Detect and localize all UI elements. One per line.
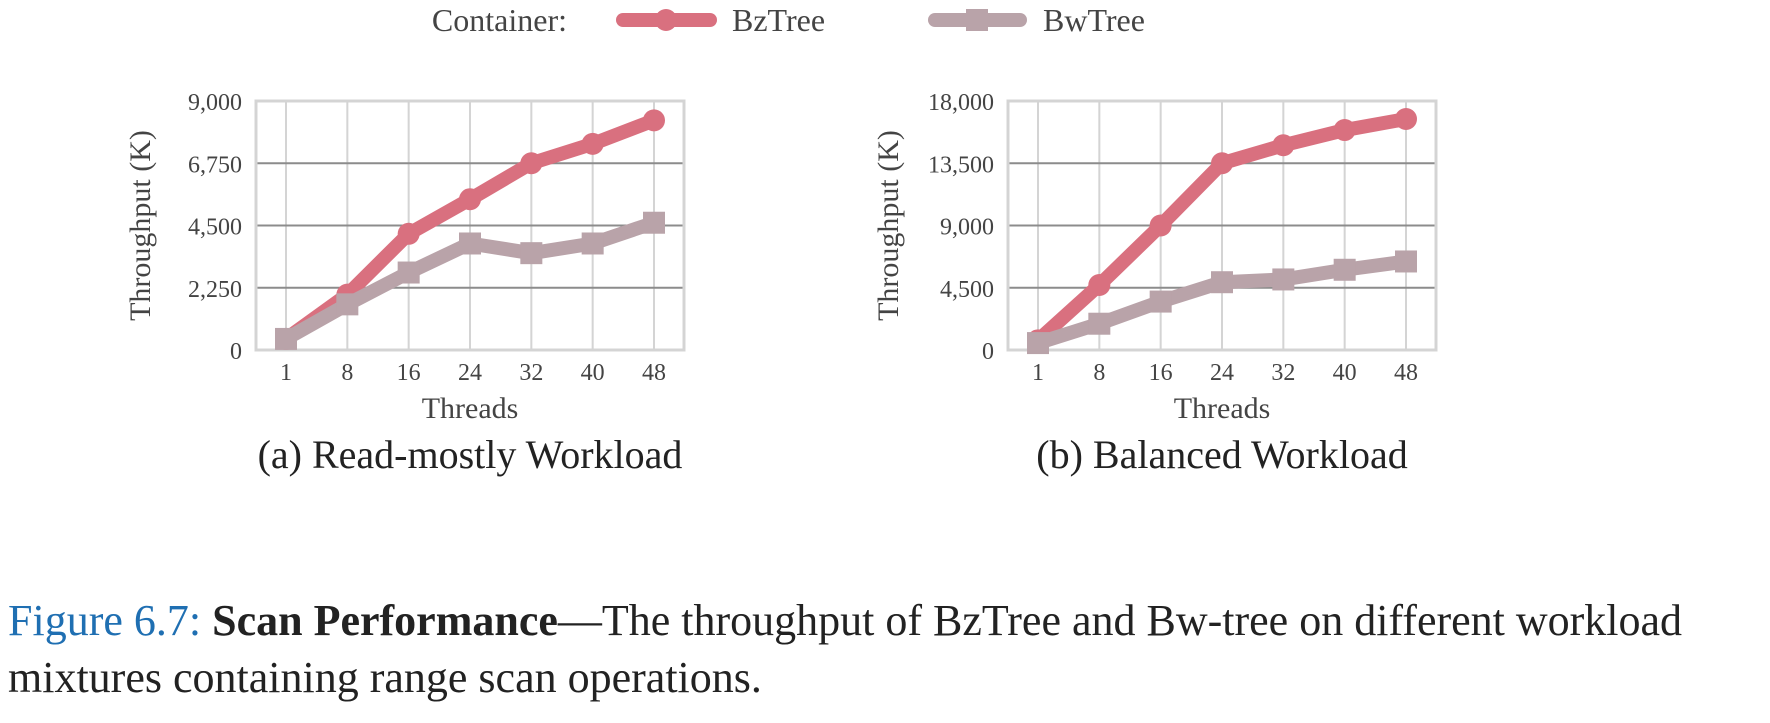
y-tick-label: 6,750 (188, 152, 242, 178)
data-point-bwtree (1395, 250, 1417, 273)
caption-bold: Scan Performance (212, 596, 558, 645)
legend-label-bwtree: BwTree (1043, 2, 1145, 38)
data-point-bztree (1272, 134, 1295, 157)
data-point-bztree (1333, 119, 1356, 142)
data-point-bwtree (275, 327, 297, 350)
y-tick-label: 0 (230, 339, 242, 365)
data-point-bwtree (397, 261, 420, 284)
x-axis-label: Threads (422, 392, 519, 425)
y-tick-label: 0 (982, 339, 994, 365)
data-point-bwtree (459, 232, 481, 255)
y-axis-label: Throughput (K) (872, 130, 905, 321)
x-tick-label: 1 (280, 360, 292, 386)
data-point-bztree (520, 152, 543, 175)
data-point-bwtree (1149, 290, 1172, 313)
y-tick-label: 4,500 (188, 215, 242, 241)
x-tick-label: 32 (1271, 360, 1295, 386)
legend-marker-bwtree (966, 9, 988, 31)
chart-read-mostly: 0 2,250 4,500 6,750 9,000 1 8 16 24 32 40 48 Threads… (124, 90, 686, 477)
legend-item-bztree: BzTree (616, 2, 825, 38)
data-point-bwtree (1272, 268, 1295, 291)
legend-title: Container: (432, 2, 567, 38)
legend-item-bwtree: BwTree (928, 2, 1145, 38)
data-point-bztree (1149, 214, 1172, 237)
x-tick-label: 16 (397, 360, 421, 386)
data-point-bztree (1395, 107, 1417, 130)
y-tick-label: 13,500 (928, 152, 994, 178)
plot-frame (1006, 99, 1438, 352)
data-point-bwtree (1027, 332, 1049, 355)
legend-marker-bztree (655, 9, 677, 31)
x-tick-label: 40 (581, 360, 605, 386)
plot-frame (254, 99, 686, 352)
figure-caption: Figure 6.7: Scan Performance—The through… (8, 592, 1758, 706)
x-tick-label: 40 (1333, 360, 1357, 386)
y-tick-label: 9,000 (188, 90, 242, 116)
y-tick-label: 2,250 (188, 277, 242, 303)
data-point-bztree (397, 222, 420, 245)
x-axis-label: Threads (1174, 392, 1271, 425)
data-point-bwtree (1088, 312, 1111, 335)
x-tick-label: 1 (1032, 360, 1044, 386)
legend-label-bztree: BzTree (732, 2, 825, 38)
data-point-bwtree (336, 293, 359, 316)
x-tick-label: 8 (1093, 360, 1105, 386)
x-tick-label: 48 (642, 360, 666, 386)
y-tick-label: 9,000 (940, 215, 994, 241)
data-point-bztree (1088, 273, 1111, 296)
y-axis-label: Throughput (K) (124, 130, 157, 321)
data-point-bwtree (1211, 271, 1233, 294)
y-tick-label: 18,000 (928, 90, 994, 116)
x-tick-label: 32 (519, 360, 543, 386)
x-tick-label: 24 (458, 360, 482, 386)
x-tick-label: 24 (1210, 360, 1234, 386)
caption-text: —The throughput of BzTree and Bw-tree on… (8, 596, 1683, 702)
x-tick-label: 48 (1394, 360, 1418, 386)
chart-balanced: 0 4,500 9,000 13,500 18,000 1 8 16 24 32 40 48 Threa… (872, 90, 1438, 477)
data-point-bztree (643, 109, 665, 132)
chart-subtitle: (a) Read-mostly Workload (258, 432, 683, 477)
chart-subtitle: (b) Balanced Workload (1036, 432, 1407, 477)
x-tick-label: 8 (341, 360, 353, 386)
caption-label: Figure 6.7: (8, 596, 202, 645)
data-point-bwtree (581, 232, 604, 255)
data-point-bztree (1211, 152, 1233, 175)
data-point-bztree (459, 188, 481, 211)
data-point-bztree (581, 132, 604, 155)
data-point-bwtree (1333, 258, 1356, 281)
data-point-bwtree (643, 211, 665, 234)
x-tick-label: 16 (1149, 360, 1173, 386)
data-point-bwtree (520, 242, 543, 265)
y-tick-label: 4,500 (940, 277, 994, 303)
legend: Container: BzTree BwTree (432, 2, 1145, 38)
